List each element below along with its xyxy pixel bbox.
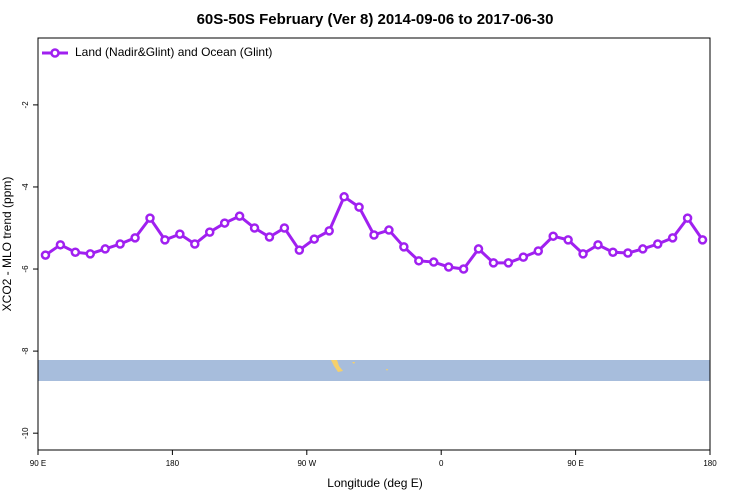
data-point — [548, 231, 558, 241]
data-point — [354, 202, 364, 212]
data-point — [608, 247, 618, 257]
data-point — [443, 262, 454, 272]
x-tick-label: 0 — [439, 459, 444, 468]
y-tick-label: -8 — [21, 347, 30, 355]
data-point — [473, 244, 484, 254]
plot-frame — [37, 37, 711, 451]
y-tick-label: -10 — [21, 427, 30, 439]
data-point — [518, 252, 529, 262]
data-point — [428, 257, 439, 267]
x-tick-label: 90 E — [567, 459, 583, 468]
data-point — [369, 230, 379, 240]
data-point — [234, 211, 245, 221]
x-tick-label: 90 W — [297, 459, 316, 468]
y-tick-label: -2 — [21, 101, 30, 109]
data-point — [309, 234, 320, 244]
data-point — [85, 249, 96, 259]
x-tick-label: 180 — [703, 459, 717, 468]
data-point — [219, 218, 230, 228]
chart-title: 60S-50S February (Ver 8) 2014-09-06 to 2… — [197, 11, 554, 28]
data-point — [578, 249, 588, 259]
x-tick-label: 90 E — [30, 459, 46, 468]
data-point — [55, 240, 66, 250]
data-point — [623, 248, 633, 258]
data-point — [533, 246, 544, 256]
map-strip — [38, 360, 710, 381]
data-point — [160, 235, 170, 245]
data-point — [204, 227, 215, 237]
land-patch — [331, 360, 388, 372]
y-tick-label: -6 — [21, 265, 30, 273]
data-point — [264, 232, 275, 242]
x-axis-label: Longitude (deg E) — [327, 476, 422, 490]
data-point — [593, 240, 603, 250]
data-point — [145, 213, 155, 223]
data-point — [682, 213, 693, 223]
data-point — [70, 247, 81, 257]
data-point — [458, 264, 469, 274]
data-point — [652, 239, 663, 249]
data-point — [414, 256, 424, 266]
data-point — [503, 258, 514, 268]
data-point — [190, 239, 200, 249]
data-point — [324, 226, 334, 236]
data-point — [115, 239, 125, 249]
data-point — [175, 229, 185, 239]
data-point — [339, 192, 349, 202]
data-point — [294, 245, 305, 255]
data-point — [100, 244, 110, 254]
data-point — [488, 258, 499, 268]
data-point — [130, 233, 140, 243]
data-point — [399, 242, 409, 252]
data-point — [384, 225, 394, 235]
x-tick-label: 180 — [166, 459, 180, 468]
data-point — [697, 235, 708, 245]
data-point — [563, 235, 573, 245]
legend-marker — [50, 48, 60, 58]
data-point — [40, 250, 51, 260]
data-point — [249, 223, 260, 233]
data-point — [279, 223, 290, 233]
data-point — [638, 244, 648, 254]
data-point — [667, 233, 678, 243]
legend-label: Land (Nadir&Glint) and Ocean (Glint) — [75, 45, 272, 59]
y-tick-label: -4 — [21, 183, 30, 191]
y-axis-label: XCO2 - MLO trend (ppm) — [0, 177, 14, 312]
